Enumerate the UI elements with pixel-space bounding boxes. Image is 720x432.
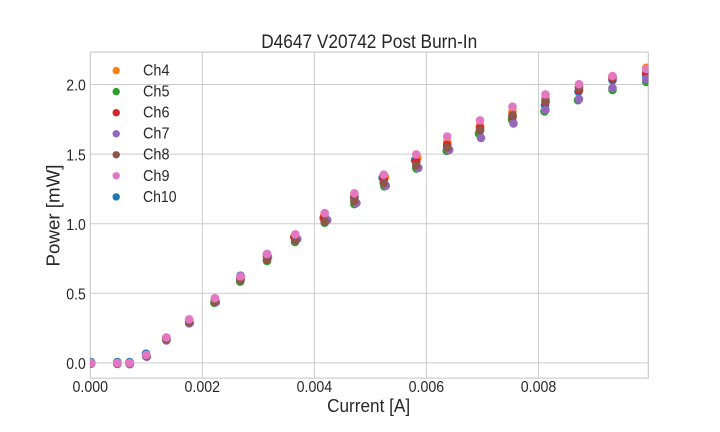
svg-text:0.002: 0.002 — [185, 379, 221, 396]
svg-text:0.008: 0.008 — [521, 379, 557, 396]
svg-text:Current [A]: Current [A] — [327, 396, 410, 416]
svg-text:Power [mW]: Power [mW] — [44, 165, 64, 267]
svg-text:Ch9: Ch9 — [143, 168, 170, 185]
svg-text:0.5: 0.5 — [66, 287, 86, 304]
svg-text:Ch8: Ch8 — [143, 147, 170, 164]
svg-text:D4647 V20742 Post Burn-In: D4647 V20742 Post Burn-In — [261, 31, 477, 53]
svg-text:0.0: 0.0 — [66, 356, 86, 373]
svg-text:Ch5: Ch5 — [143, 84, 170, 101]
svg-text:0.004: 0.004 — [297, 379, 333, 396]
svg-text:1.0: 1.0 — [66, 217, 86, 234]
svg-text:Ch7: Ch7 — [143, 126, 170, 143]
svg-text:Ch10: Ch10 — [143, 189, 177, 206]
svg-text:Ch6: Ch6 — [143, 105, 170, 122]
svg-text:0.000: 0.000 — [73, 379, 109, 396]
svg-text:Ch4: Ch4 — [143, 63, 170, 80]
svg-text:0.006: 0.006 — [409, 379, 445, 396]
svg-text:1.5: 1.5 — [66, 147, 86, 164]
svg-text:2.0: 2.0 — [66, 78, 86, 95]
